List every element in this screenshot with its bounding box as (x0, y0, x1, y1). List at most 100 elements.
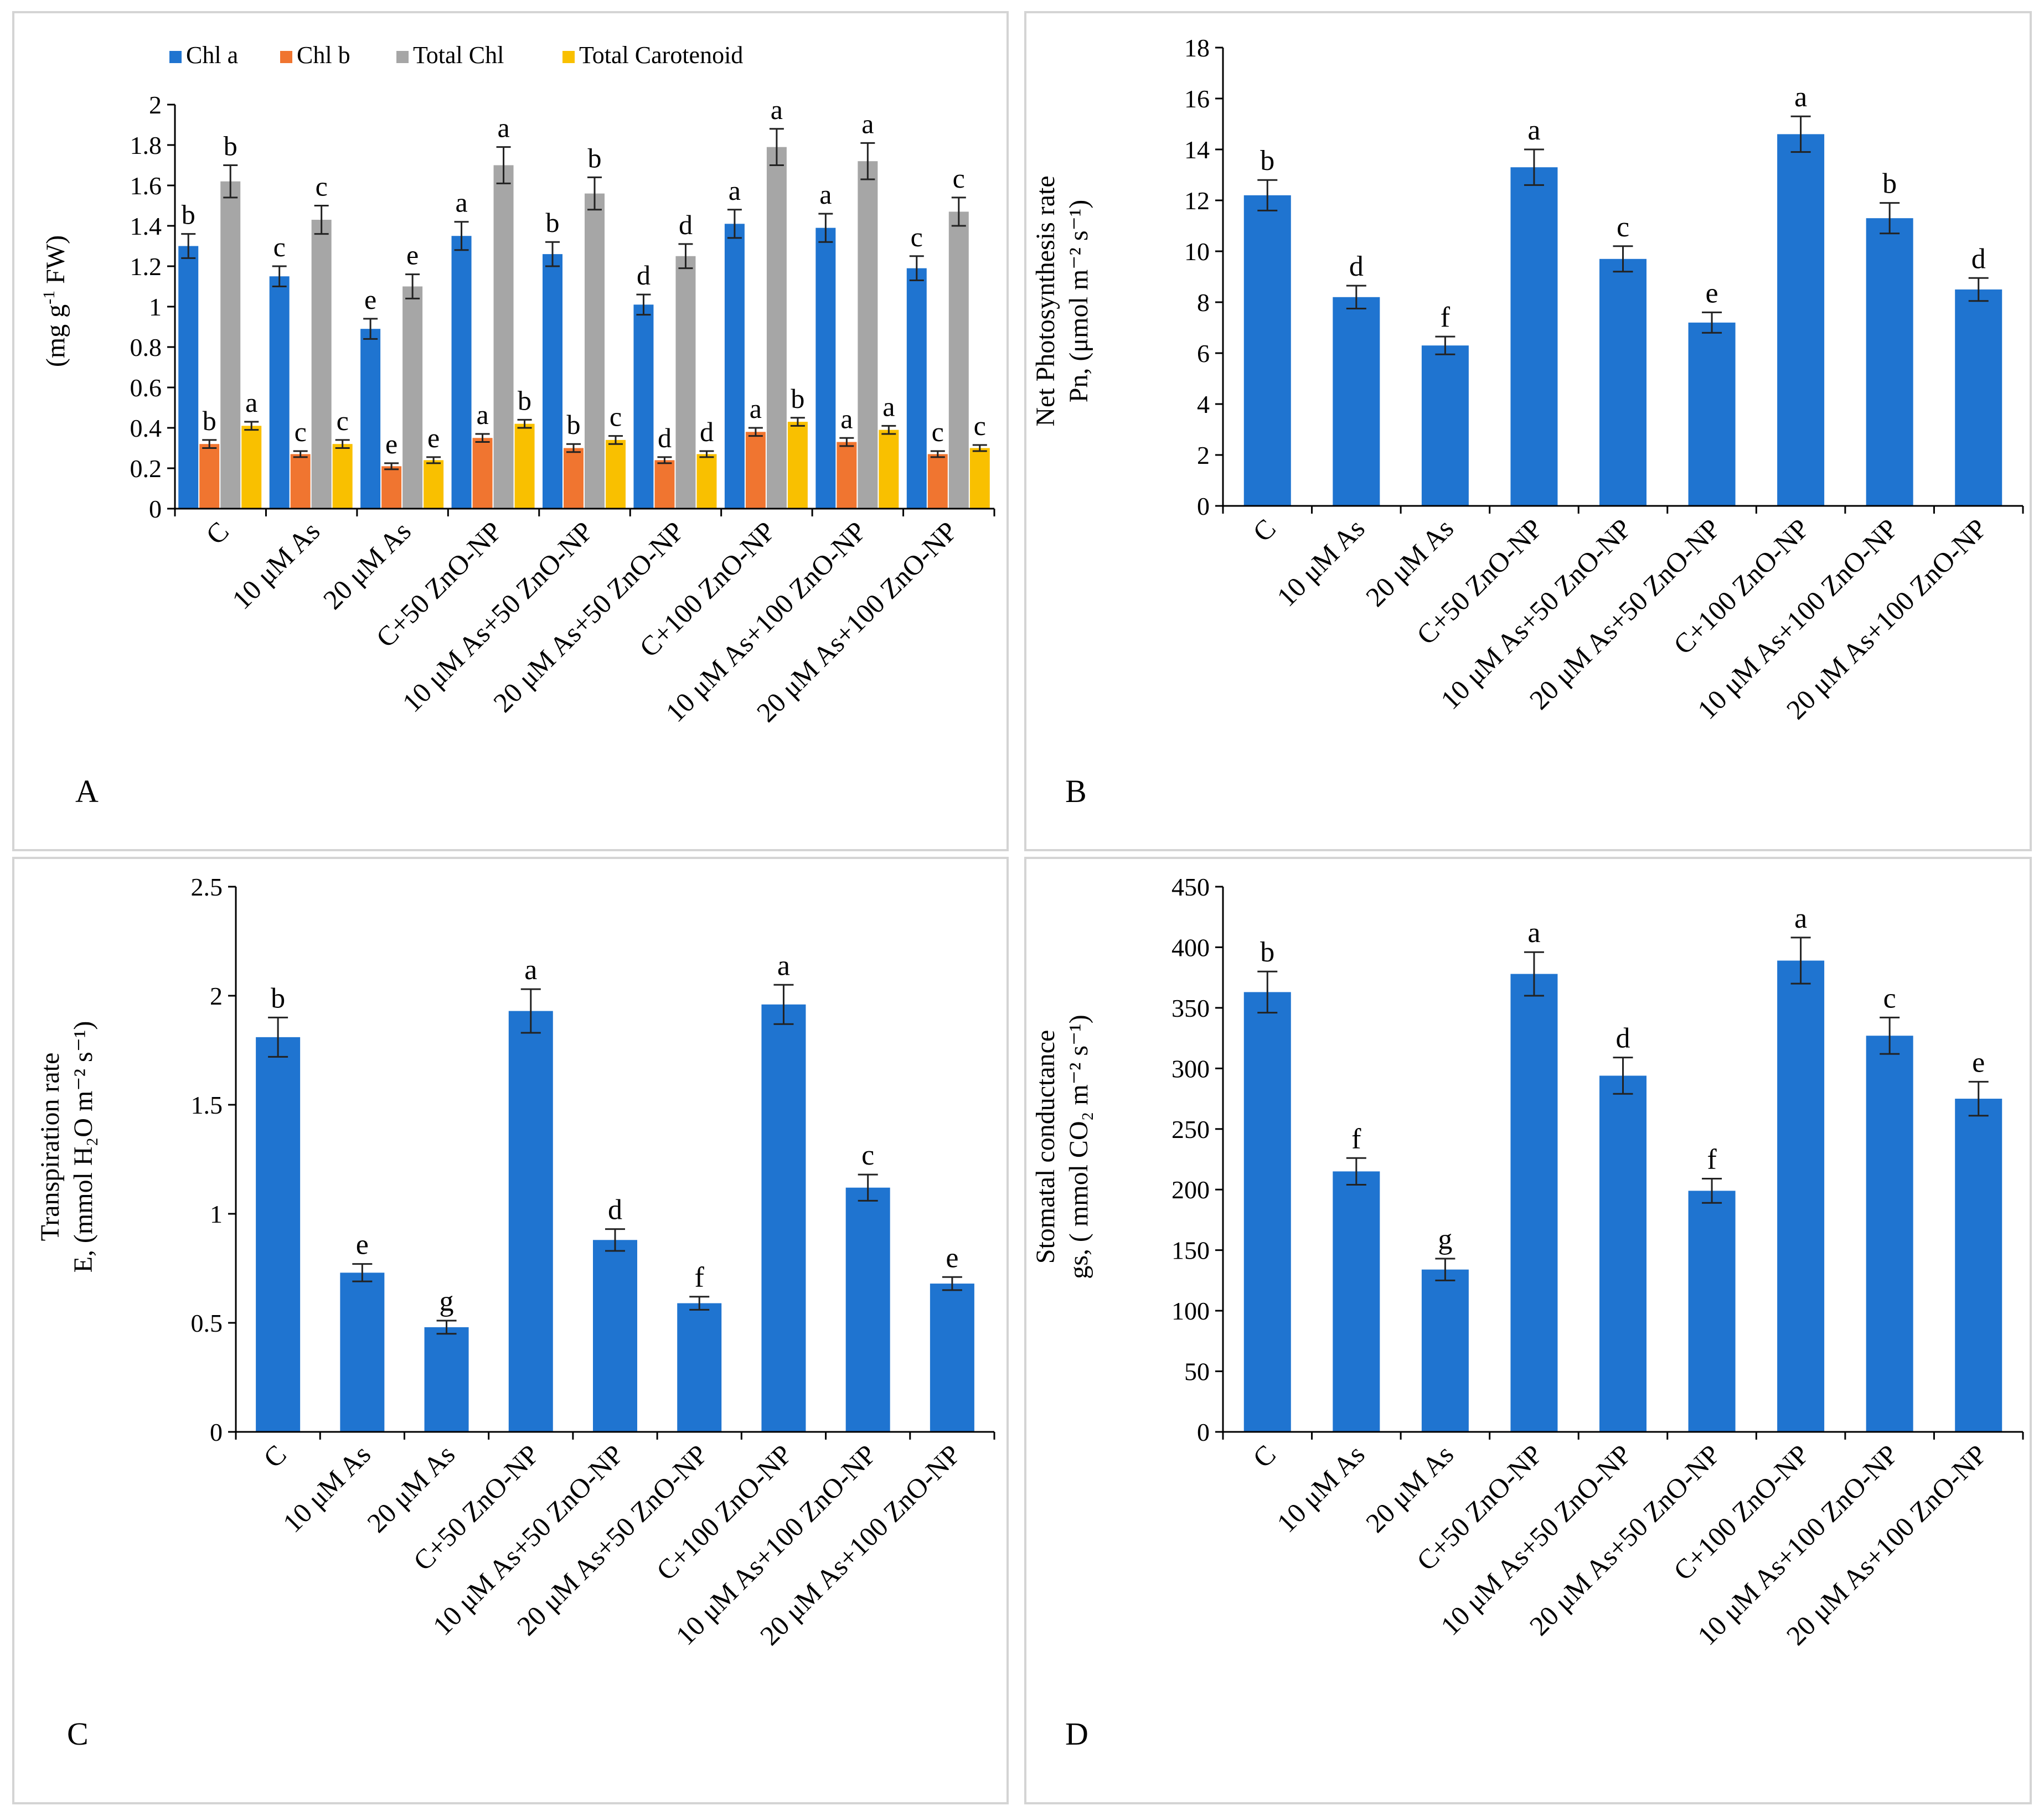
bar (927, 454, 948, 509)
error-bar (314, 205, 329, 235)
panel-c: Transpiration rate E, (mmol H₂O m⁻² s⁻¹)… (12, 857, 1009, 1804)
bar (1333, 1171, 1380, 1432)
y-tick-label: 100 (1171, 1297, 1210, 1325)
y-tick-label: 8 (1197, 288, 1210, 317)
significance-letter: d (1349, 251, 1364, 282)
error-bar (268, 1016, 288, 1058)
bar (1955, 1099, 2002, 1432)
error-bar (636, 293, 651, 316)
error-bar (860, 142, 875, 180)
significance-letter: b (518, 385, 531, 416)
error-bar (363, 318, 378, 340)
bar (677, 1303, 722, 1432)
significance-letter: a (497, 112, 509, 143)
y-tick-label: 12 (1184, 187, 1210, 215)
y-tick-label: 1.5 (191, 1091, 223, 1119)
bar (424, 1327, 469, 1432)
bar (381, 466, 402, 509)
bar (1866, 218, 1913, 506)
panel-label: C (67, 1716, 89, 1752)
error-bar (1790, 937, 1811, 985)
bar (1688, 1191, 1736, 1432)
bar (930, 1284, 974, 1432)
error-bar (335, 439, 350, 449)
significance-letter: b (546, 207, 560, 238)
y-tick-label: 1.4 (130, 212, 162, 240)
error-bar (223, 164, 238, 199)
y-tick-label: 18 (1184, 34, 1210, 62)
significance-letter: a (771, 94, 783, 125)
significance-letter: e (946, 1242, 958, 1274)
bar (969, 448, 990, 509)
significance-letter: a (729, 175, 741, 206)
bar (948, 211, 969, 509)
bar (220, 181, 241, 509)
y-tick-label: 1.8 (130, 131, 162, 159)
y-axis-label-line2: E, (mmol H₂O m⁻² s⁻¹) (69, 1021, 98, 1273)
error-bar (909, 255, 924, 282)
significance-letter: a (750, 393, 762, 424)
significance-letter: b (1260, 145, 1274, 177)
significance-letter: f (695, 1262, 705, 1294)
bar (451, 236, 472, 509)
legend-swatch (169, 51, 182, 63)
y-axis-label: Stomatal conductance gs, ( mmol CO₂ m⁻² … (1031, 1015, 1093, 1279)
error-bar (748, 427, 763, 437)
bar (858, 161, 878, 509)
error-bar (605, 1228, 625, 1252)
error-bar (699, 450, 714, 458)
bar (585, 193, 605, 509)
x-tick-label: C (1247, 513, 1282, 547)
significance-letter: g (440, 1286, 454, 1317)
significance-letter: d (658, 422, 672, 453)
panel-d: Stomatal conductance gs, ( mmol CO₂ m⁻² … (1024, 857, 2032, 1804)
error-bar (293, 450, 308, 458)
legend-item: Total Chl (396, 42, 504, 69)
significance-letter: c (295, 416, 307, 447)
significance-letter: b (588, 142, 602, 173)
error-bar (858, 1173, 878, 1202)
significance-letter: a (777, 950, 790, 981)
bar (178, 246, 199, 509)
error-bar (1346, 284, 1366, 309)
significance-letter: a (476, 399, 488, 430)
bar (745, 432, 766, 509)
bar (360, 329, 381, 509)
legend-label: Chl b (297, 42, 350, 69)
y-tick-label: 0.2 (130, 454, 162, 483)
error-bar (272, 265, 287, 287)
significance-letter: e (385, 428, 398, 459)
y-tick-label: 0 (1197, 492, 1210, 520)
error-bar (951, 196, 966, 227)
significance-letter: b (271, 982, 285, 1014)
y-tick-label: 10 (1184, 237, 1210, 266)
bar (199, 444, 220, 509)
bar (593, 1240, 637, 1432)
significance-letter: d (1616, 1023, 1630, 1054)
error-bar (1346, 1157, 1366, 1186)
error-bar (930, 450, 945, 458)
y-tick-label: 300 (1171, 1054, 1210, 1083)
bar (402, 286, 423, 509)
significance-letter: f (1707, 1144, 1717, 1176)
y-axis: 0 2 4 6 8 10 12 14 16 18 (1184, 34, 1224, 520)
error-bar (587, 176, 602, 211)
bar (543, 254, 562, 509)
error-bar (1790, 115, 1811, 153)
error-bar (1880, 202, 1900, 235)
y-tick-label: 0 (149, 495, 162, 523)
error-bar (1968, 1080, 1989, 1117)
significance-letter: b (203, 405, 216, 436)
x-tick-label: 10 μM As (1271, 1439, 1370, 1538)
y-axis-label-line2: Pn, (μmol m⁻² s⁻¹) (1064, 200, 1093, 403)
significance-letter: a (455, 187, 467, 218)
bar (1333, 297, 1380, 506)
bars: b e g a d f a c e (256, 950, 974, 1432)
significance-letter: a (1794, 903, 1807, 934)
bar (1510, 974, 1558, 1432)
y-tick-label: 1.6 (130, 172, 162, 200)
y-tick-label: 0 (210, 1418, 223, 1446)
bar (633, 304, 654, 509)
bar (514, 423, 535, 509)
